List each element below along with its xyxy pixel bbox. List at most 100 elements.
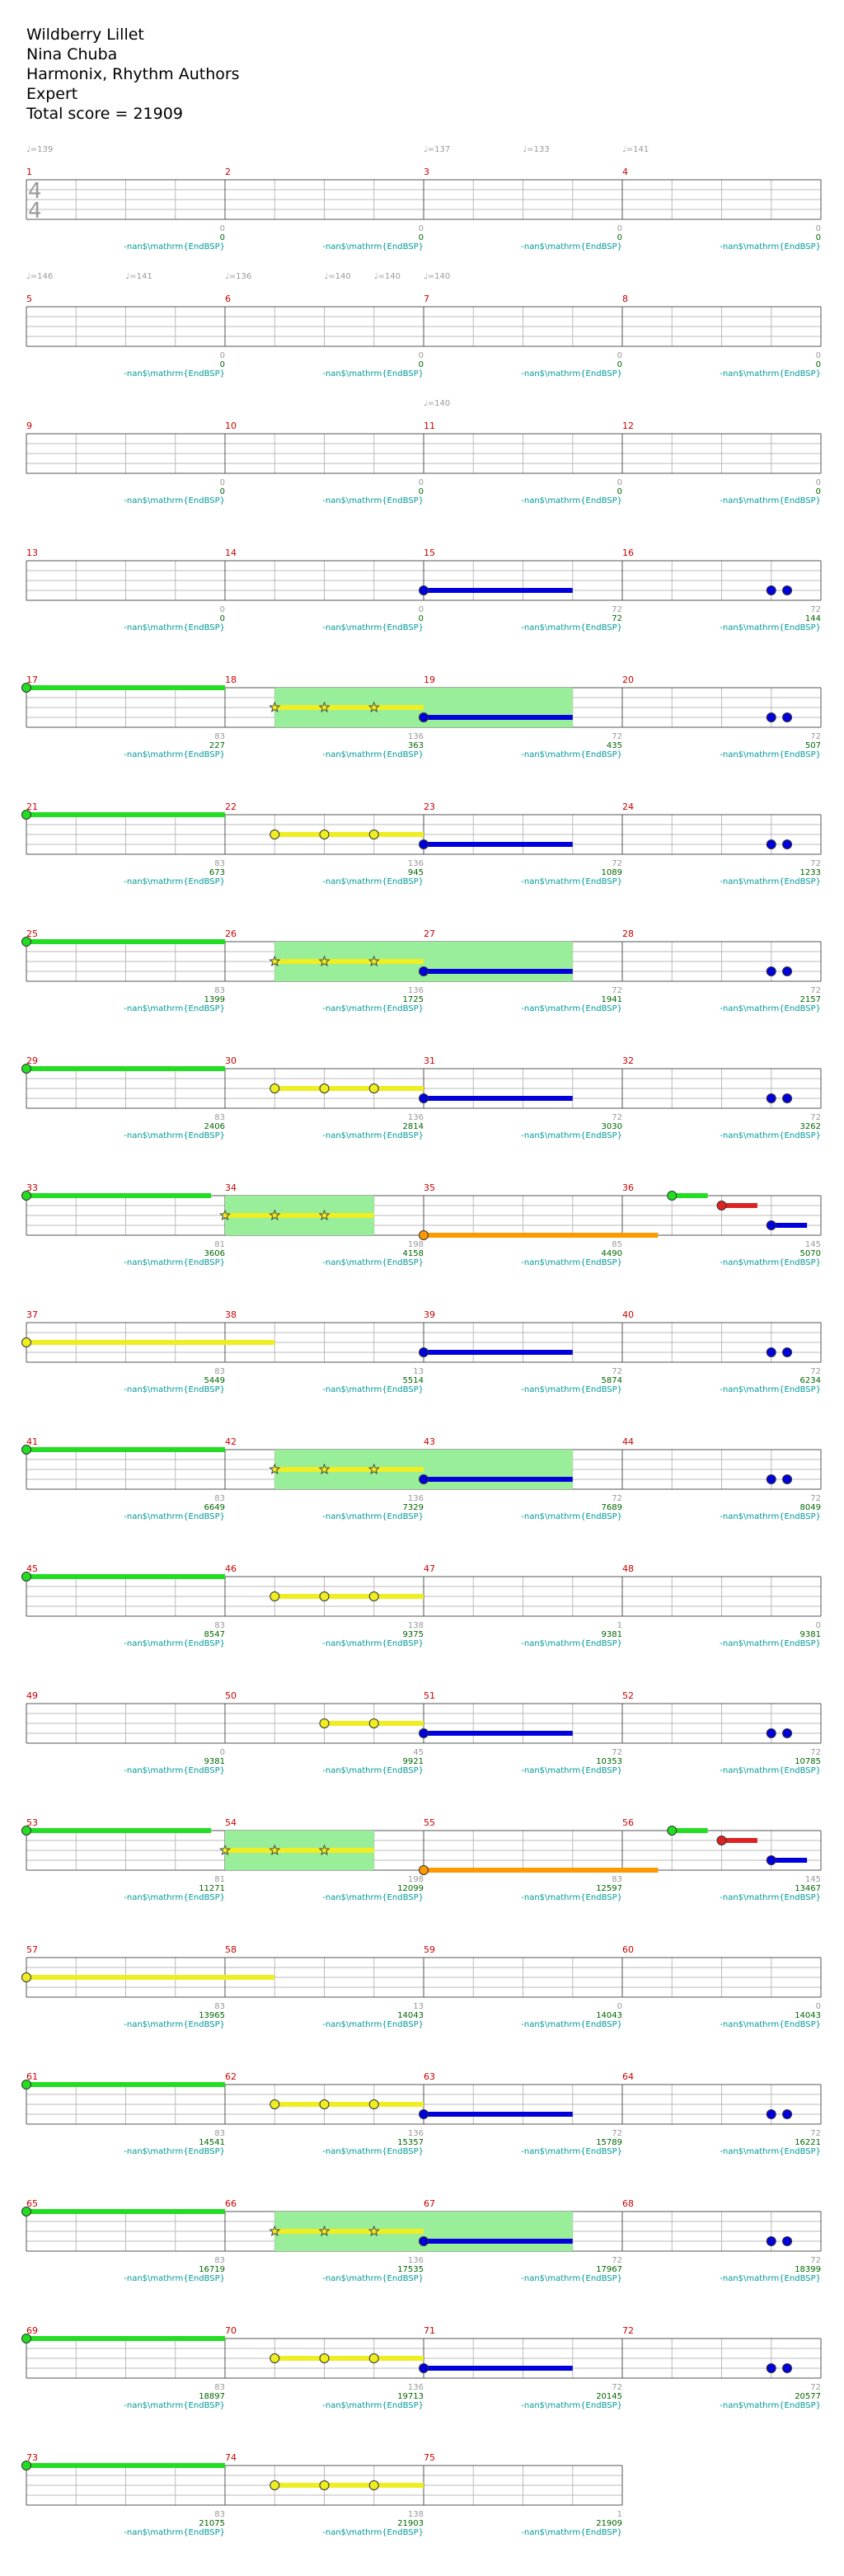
note [21,810,31,820]
cumulative-score: 72 [612,614,622,623]
measure-score: 83 [214,986,225,995]
cumulative-score: 8547 [204,1630,225,1639]
measure-number: 22 [225,801,237,812]
sp-label: -nan$\mathrm{EndBSP} [720,242,821,251]
sp-label: -nan$\mathrm{EndBSP} [521,369,622,378]
measure-number: 44 [622,1436,634,1447]
sp-label: -nan$\mathrm{EndBSP} [720,1258,821,1267]
measure-number: 41 [26,1436,38,1447]
cumulative-score: 0 [419,614,424,623]
measure-score: 83 [214,1113,225,1122]
note [766,2363,776,2373]
measure-score: 83 [214,1621,225,1630]
sp-label: -nan$\mathrm{EndBSP} [521,877,622,886]
cumulative-score: 0 [220,614,225,623]
note [766,1093,776,1103]
song-title: Wildberry Lillet [26,26,144,44]
note [419,712,429,722]
measure-number: 40 [622,1309,634,1320]
measure-number: 57 [26,1944,38,1955]
sp-label: -nan$\mathrm{EndBSP} [521,1004,622,1013]
cumulative-score: 144 [805,614,821,623]
measure-score: 72 [612,605,622,614]
cumulative-score: 435 [607,741,622,750]
cumulative-score: 8049 [800,1503,821,1512]
note [766,966,776,976]
cumulative-score: 0 [220,487,225,496]
cumulative-score: 1399 [204,995,225,1004]
sp-label: -nan$\mathrm{EndBSP} [720,623,821,632]
measure-number: 1 [26,167,32,177]
cumulative-score: 0 [816,233,821,242]
note [368,2099,379,2109]
measure-number: 6 [225,294,231,304]
measure-number: 24 [622,801,634,812]
cumulative-score: 5070 [800,1249,821,1258]
cumulative-score: 10785 [795,1757,821,1766]
note [319,1591,330,1601]
note [782,2363,793,2373]
sp-label: -nan$\mathrm{EndBSP} [322,1639,424,1648]
cumulative-score: 9375 [403,1630,424,1639]
note [21,1337,31,1347]
measure-number: 39 [424,1309,435,1320]
sp-label: -nan$\mathrm{EndBSP} [720,1385,821,1394]
sp-label: -nan$\mathrm{EndBSP} [322,242,424,251]
cumulative-score: 0 [220,360,225,369]
note [782,2109,793,2119]
time-sig-bottom: 4 [28,199,42,223]
tempo-marker: ♩=133 [523,145,550,154]
measure-number: 17 [26,675,38,685]
note [766,1855,776,1865]
measure-score: 72 [810,732,821,741]
note [368,2480,379,2490]
measure-number: 59 [424,1944,435,1955]
measure-number: 27 [424,928,435,939]
note [766,1728,776,1738]
note [319,2099,330,2109]
tempo-marker: ♩=141 [622,145,649,154]
measure-score: 145 [805,1875,821,1884]
sp-label: -nan$\mathrm{EndBSP} [720,1893,821,1902]
measure-score: 83 [214,732,225,741]
measure-number: 37 [26,1309,38,1320]
measure-score: 72 [612,2129,622,2138]
measure-score: 72 [810,859,821,868]
measure-number: 5 [26,294,32,304]
sp-label: -nan$\mathrm{EndBSP} [322,1131,424,1140]
cumulative-score: 21909 [596,2519,622,2528]
sp-label: -nan$\mathrm{EndBSP} [720,2147,821,2156]
star-note [269,701,281,713]
cumulative-score: 4158 [403,1249,424,1258]
measure-number: 45 [26,1563,38,1574]
measure-score: 0 [816,478,821,487]
star-note [318,1209,331,1221]
sp-label: -nan$\mathrm{EndBSP} [521,496,622,505]
cumulative-score: 9381 [602,1630,622,1639]
measure-score: 0 [816,2002,821,2011]
star-note [269,1463,281,1475]
measure-score: 0 [220,478,225,487]
sp-label: -nan$\mathrm{EndBSP} [322,1258,424,1267]
note [270,830,280,839]
measure-score: 0 [419,605,424,614]
sp-label: -nan$\mathrm{EndBSP} [521,2020,622,2029]
measure-number: 43 [424,1436,435,1447]
measure-number: 28 [622,928,634,939]
note [419,1865,429,1875]
sp-label: -nan$\mathrm{EndBSP} [720,1639,821,1648]
note [21,1191,31,1201]
note [419,1347,429,1357]
measure-number: 30 [225,1055,237,1066]
measure-score: 0 [816,1621,821,1630]
note [368,1718,379,1728]
measure-number: 31 [424,1055,435,1066]
measure-score: 0 [617,351,622,360]
measure-score: 198 [408,1240,424,1249]
cumulative-score: 945 [408,868,424,877]
sp-label: -nan$\mathrm{EndBSP} [521,1131,622,1140]
note [766,1474,776,1484]
measure-number: 11 [424,421,435,431]
cumulative-score: 7689 [602,1503,622,1512]
measure-score: 72 [612,1748,622,1757]
